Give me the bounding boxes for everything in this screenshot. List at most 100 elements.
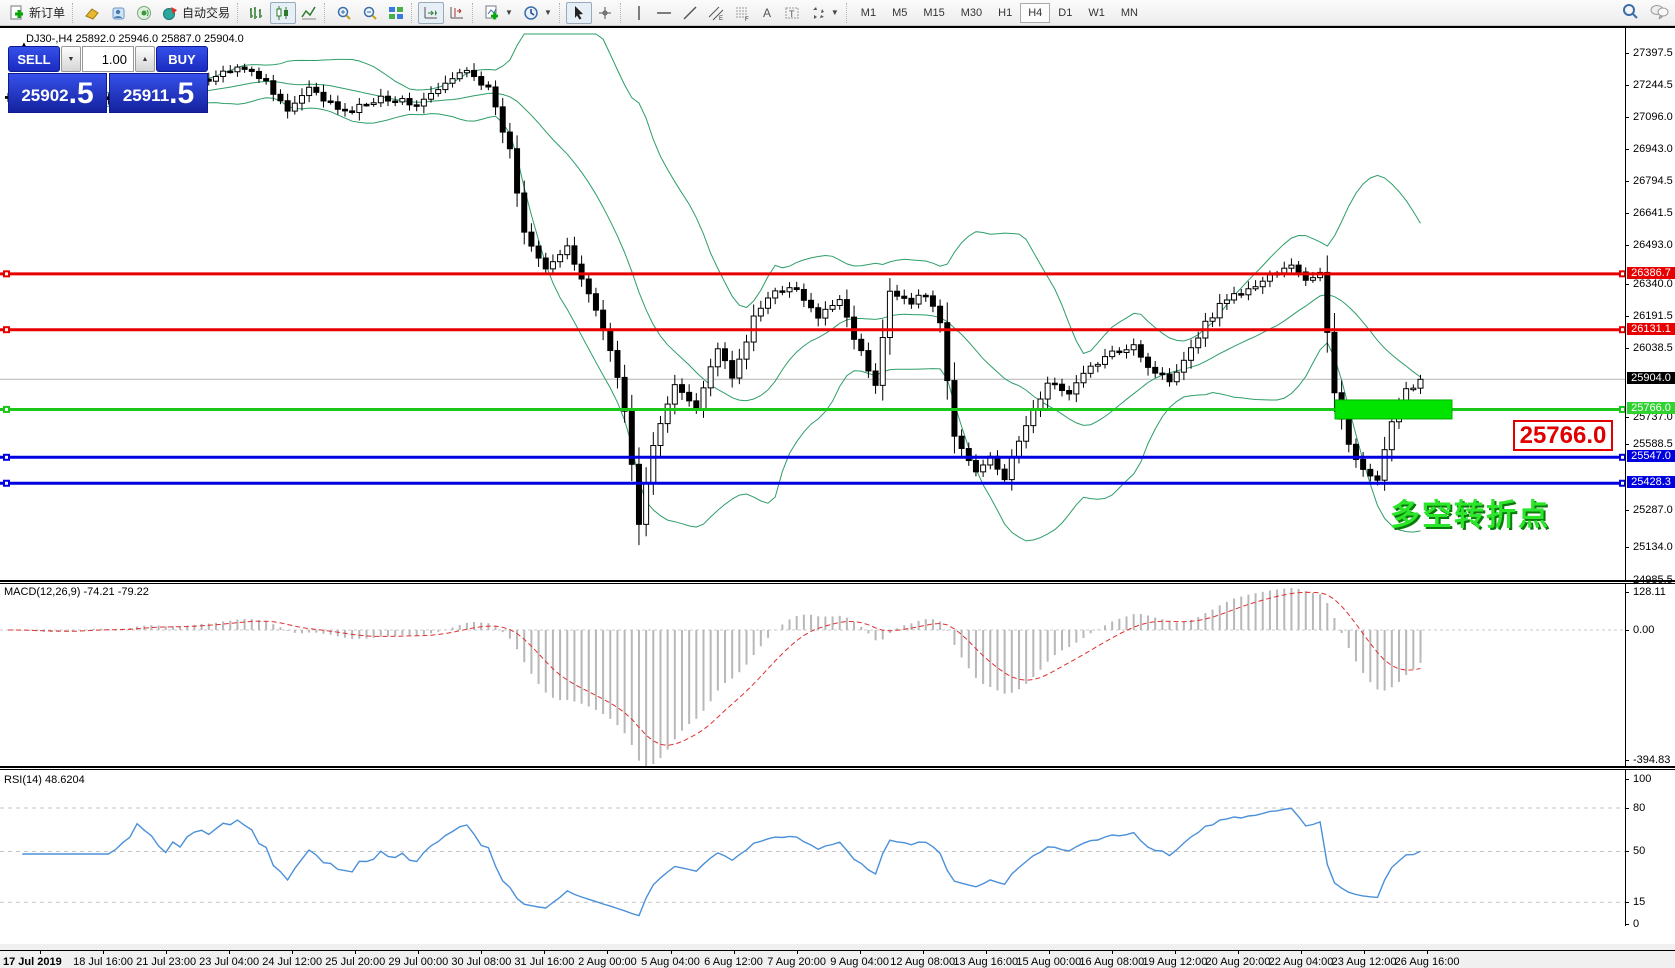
candle-body — [894, 290, 901, 297]
channel-button[interactable]: E — [703, 2, 729, 24]
vertical-line-button[interactable] — [627, 2, 651, 24]
time-tick-mark — [796, 950, 798, 954]
candle-body — [908, 297, 915, 305]
volume-decrease-button[interactable]: ▼ — [61, 46, 81, 72]
sell-button[interactable]: SELL — [8, 46, 60, 72]
price-tick-mark — [1625, 417, 1629, 418]
candle-body — [800, 288, 807, 301]
time-label: 2 Aug 00:00 — [578, 956, 637, 968]
candle-body — [1102, 356, 1109, 365]
timeframe-M1[interactable]: M1 — [860, 6, 877, 19]
candle-body — [650, 445, 657, 484]
sell-price-frac: .5 — [68, 77, 94, 110]
timeframe-M30[interactable]: M30 — [960, 6, 983, 19]
candle-body — [499, 106, 506, 133]
candle-body — [1388, 421, 1395, 451]
search-icon[interactable] — [1621, 2, 1639, 23]
market-watch-button[interactable] — [79, 2, 105, 24]
candle-body — [1331, 331, 1338, 394]
candle-body — [614, 350, 621, 378]
price-tick-mark — [1625, 245, 1629, 246]
timeframe-H4[interactable]: H4 — [1020, 2, 1051, 23]
profile-button[interactable] — [105, 2, 131, 24]
candle-body — [585, 278, 592, 295]
zoom-in-icon — [336, 5, 352, 21]
price-callout-label[interactable]: 25766.0 — [1513, 420, 1613, 451]
text-label-button[interactable]: T — [779, 2, 805, 24]
candle-body — [600, 309, 607, 331]
hline-icon — [656, 5, 672, 21]
candle-body — [1044, 382, 1051, 400]
timeframe-W1[interactable]: W1 — [1088, 6, 1105, 19]
dropdown-caret-icon: ▼ — [505, 8, 513, 17]
zoom-out-button[interactable] — [357, 2, 383, 24]
horizontal-line-button[interactable] — [651, 2, 677, 24]
bar-chart-button[interactable] — [244, 2, 270, 24]
time-label: 25 Jul 20:00 — [325, 956, 386, 968]
sell-price-button[interactable]: 25902 .5 — [8, 73, 107, 113]
auto-trade-button[interactable]: 自动交易 — [157, 2, 235, 24]
chart-shift-icon — [449, 5, 465, 21]
candle-body — [241, 66, 248, 70]
fibonacci-button[interactable]: F — [729, 2, 755, 24]
candle-body — [700, 387, 707, 411]
trendline-button[interactable] — [677, 2, 703, 24]
time-label: 5 Aug 04:00 — [641, 956, 700, 968]
candle-body — [1188, 347, 1195, 361]
candle-body — [808, 299, 815, 309]
candle-body — [643, 482, 650, 525]
annotation-text[interactable]: 多空转折点 — [1390, 499, 1550, 532]
time-label: 24 Jul 12:00 — [262, 956, 323, 968]
candle-body — [370, 102, 377, 106]
volume-input[interactable]: 1.00 — [82, 46, 134, 72]
candle-body — [514, 148, 521, 194]
symbol-ohlc-text: DJ30-,H4 25892.0 25946.0 25887.0 25904.0 — [26, 33, 244, 45]
time-tick-mark — [1048, 950, 1050, 954]
time-label: 29 Jul 00:00 — [388, 956, 449, 968]
macd-tick: -394.83 — [1633, 754, 1671, 766]
candle-body — [1367, 468, 1374, 477]
collapse-arrow-icon[interactable]: ▲ — [20, 40, 28, 49]
candle-body — [456, 72, 463, 80]
timeframe-MN[interactable]: MN — [1120, 6, 1138, 19]
chart-shift-button[interactable] — [444, 2, 470, 24]
signal-button[interactable] — [131, 2, 157, 24]
zoom-in-button[interactable] — [331, 2, 357, 24]
price-tick: 27244.5 — [1633, 79, 1673, 91]
crosshair-button[interactable] — [592, 2, 618, 24]
shapes-button[interactable]: ▼ — [805, 2, 844, 24]
candle-body — [1360, 458, 1367, 470]
cursor-button[interactable] — [565, 1, 592, 24]
candle-body — [1238, 293, 1245, 296]
time-tick-mark — [103, 950, 105, 954]
periods-button[interactable]: ▼ — [518, 2, 557, 24]
auto-scroll-button[interactable] — [418, 1, 445, 24]
buy-button[interactable]: BUY — [156, 46, 208, 72]
panel-separator[interactable] — [0, 580, 1675, 584]
candle-body — [757, 307, 764, 317]
chat-icon[interactable] — [1649, 3, 1669, 22]
trendline-icon — [682, 5, 698, 21]
candle-body — [478, 76, 485, 86]
timeframe-M15[interactable]: M15 — [923, 6, 945, 19]
candle-body — [678, 384, 685, 393]
timeframe-D1[interactable]: D1 — [1058, 6, 1073, 19]
new-order-button[interactable]: 新订单 — [4, 2, 70, 24]
timeframe-M5[interactable]: M5 — [892, 6, 908, 19]
line-chart-button[interactable] — [296, 2, 322, 24]
buy-price-button[interactable]: 25911 .5 — [109, 73, 208, 113]
timeframe-H1[interactable]: H1 — [998, 6, 1013, 19]
candlestick-chart[interactable] — [0, 28, 1675, 946]
candle-chart-button[interactable] — [270, 1, 297, 24]
volume-increase-button[interactable]: ▲ — [135, 46, 155, 72]
tile-windows-button[interactable] — [383, 2, 409, 24]
price-tick-mark — [1625, 547, 1629, 548]
text-button[interactable]: A — [755, 2, 779, 24]
candle-body — [937, 305, 944, 324]
indicators-button[interactable]: ▼ — [479, 2, 518, 24]
candle-body — [327, 100, 334, 103]
timeframe-bar: M1 M5 M15 M30 H1 H4 D1 W1 MN — [853, 2, 1146, 23]
panel-separator[interactable] — [0, 766, 1675, 770]
candle-body — [1410, 387, 1417, 391]
fibo-icon: F — [734, 5, 750, 21]
